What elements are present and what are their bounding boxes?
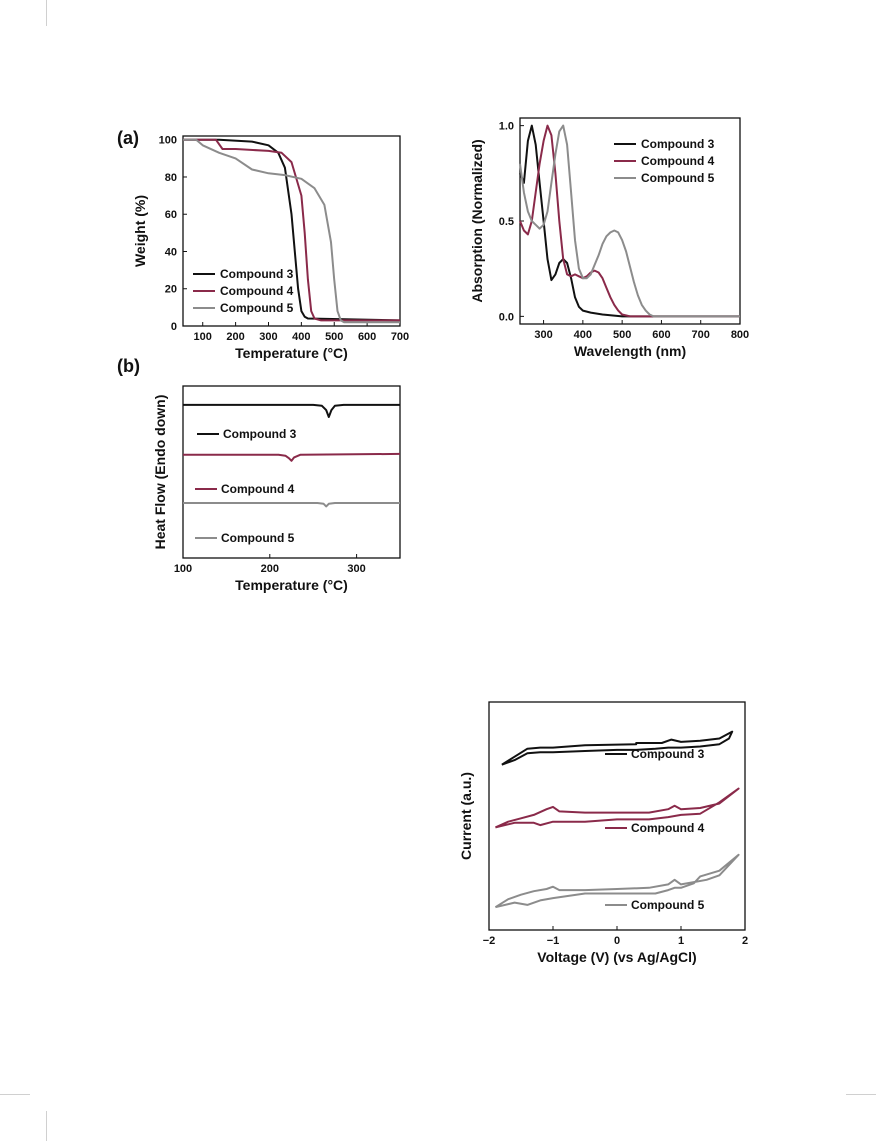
series-line-compound-4 bbox=[519, 124, 740, 318]
x-tick-label: 1 bbox=[678, 935, 684, 947]
y-tick-label: 20 bbox=[165, 284, 177, 296]
series-line-compound-3 bbox=[183, 138, 401, 322]
crop-mark-bottom-left-h bbox=[0, 1094, 30, 1095]
legend-label: Compound 5 bbox=[221, 531, 295, 545]
legend-label: Compound 5 bbox=[641, 171, 715, 185]
y-tick-label: 1.0 bbox=[499, 121, 514, 133]
series-line-compound-5 bbox=[519, 124, 740, 318]
legend-label: Compound 5 bbox=[631, 898, 705, 912]
series-line-compound-4 bbox=[183, 138, 400, 322]
series-line-compound-3 bbox=[501, 730, 734, 766]
series-line-compound-5 bbox=[183, 138, 400, 324]
legend-label: Compound 5 bbox=[220, 301, 294, 315]
x-tick-label: 500 bbox=[325, 331, 343, 343]
x-tick-label: 100 bbox=[194, 331, 212, 343]
x-tick-label: −2 bbox=[483, 935, 496, 947]
x-tick-label: 800 bbox=[731, 329, 749, 341]
x-tick-label: 0 bbox=[614, 935, 620, 947]
legend-label: Compound 3 bbox=[641, 137, 715, 151]
series-line-compound-3 bbox=[519, 124, 740, 318]
legend-label: Compound 3 bbox=[223, 427, 297, 441]
x-axis-label: Temperature (°C) bbox=[235, 577, 348, 593]
dsc-chart: 100 200 300 Temperature (°C) Heat Flow (Endo… bbox=[115, 348, 425, 608]
y-tick-label: 100 bbox=[159, 135, 177, 147]
y-axis-label: Current (a.u.) bbox=[458, 772, 474, 860]
y-tick-label: 0.0 bbox=[499, 311, 514, 323]
y-tick-label: 60 bbox=[165, 209, 177, 221]
x-tick-label: 100 bbox=[174, 563, 192, 575]
x-tick-label: 2 bbox=[742, 935, 748, 947]
legend-label: Compound 3 bbox=[631, 747, 705, 761]
panel-label: (b) bbox=[117, 356, 140, 376]
dsc-svg: 100 200 300 Temperature (°C) Heat Flow (Endo… bbox=[117, 356, 401, 593]
series-line-compound-4 bbox=[494, 787, 740, 829]
x-tick-label: 200 bbox=[226, 331, 244, 343]
plot-frame bbox=[182, 135, 401, 327]
y-axis-label: Weight (%) bbox=[132, 195, 148, 267]
y-tick-label: 0.5 bbox=[499, 216, 514, 228]
x-tick-label: 200 bbox=[261, 563, 279, 575]
x-tick-label: 300 bbox=[347, 563, 365, 575]
x-tick-label: 300 bbox=[534, 329, 552, 341]
legend-label: Compound 4 bbox=[221, 482, 295, 496]
cv-svg: −2 −1 0 1 2 Voltage (V) (vs Ag/AgCl) Current (… bbox=[458, 701, 748, 965]
y-axis-label: Absorption (Normalized) bbox=[469, 139, 485, 302]
crop-mark-left bbox=[46, 0, 47, 26]
legend-label: Compound 4 bbox=[641, 154, 715, 168]
y-tick-label: 0 bbox=[171, 321, 177, 333]
legend-label: Compound 4 bbox=[220, 284, 294, 298]
y-tick-label: 40 bbox=[165, 246, 177, 258]
x-tick-label: 500 bbox=[613, 329, 631, 341]
x-axis-label: Wavelength (nm) bbox=[574, 343, 686, 359]
series-line-compound-5 bbox=[494, 853, 740, 909]
y-axis-label: Heat Flow (Endo down) bbox=[152, 395, 168, 550]
x-tick-label: 400 bbox=[574, 329, 592, 341]
plot-frame bbox=[182, 385, 401, 559]
x-axis-label: Voltage (V) (vs Ag/AgCl) bbox=[537, 949, 696, 965]
x-tick-label: 600 bbox=[652, 329, 670, 341]
series-line-compound-5 bbox=[183, 502, 400, 508]
absorption-chart: 300 400 500 600 700 800 0.0 0.5 1.0 Wavelength (n… bbox=[452, 100, 752, 390]
x-tick-label: 700 bbox=[692, 329, 710, 341]
x-axis-label: Temperature (°C) bbox=[235, 345, 348, 361]
cv-chart: −2 −1 0 1 2 Voltage (V) (vs Ag/AgCl) Current (… bbox=[455, 690, 760, 980]
panel-label: (a) bbox=[117, 128, 139, 148]
x-tick-label: 600 bbox=[358, 331, 376, 343]
tga-svg: 100 200 300 400 500 600 700 0 20 40 60 80 100 Tempera… bbox=[117, 128, 409, 361]
x-tick-label: −1 bbox=[547, 935, 560, 947]
series-line-compound-3 bbox=[183, 403, 400, 418]
x-tick-label: 300 bbox=[259, 331, 277, 343]
absorption-svg: 300 400 500 600 700 800 0.0 0.5 1.0 Wavelength (n… bbox=[469, 117, 749, 359]
crop-mark-bottom-right-h bbox=[846, 1094, 876, 1095]
crop-mark-bottom-left bbox=[46, 1111, 47, 1141]
series-line-compound-4 bbox=[183, 452, 401, 462]
y-tick-label: 80 bbox=[165, 172, 177, 184]
legend-label: Compound 4 bbox=[631, 821, 705, 835]
legend-label: Compound 3 bbox=[220, 267, 294, 281]
tga-chart: 100 200 300 400 500 600 700 0 20 40 60 80 100 Tempera… bbox=[115, 118, 425, 376]
x-tick-label: 400 bbox=[292, 331, 310, 343]
x-tick-label: 700 bbox=[391, 331, 409, 343]
